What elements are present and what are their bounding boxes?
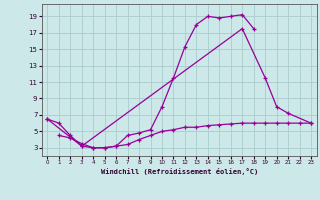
X-axis label: Windchill (Refroidissement éolien,°C): Windchill (Refroidissement éolien,°C) bbox=[100, 168, 258, 175]
